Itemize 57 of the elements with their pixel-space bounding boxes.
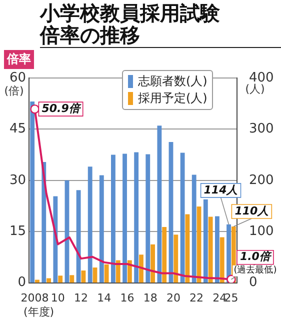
x-tick-label: 20 xyxy=(166,291,180,304)
bar xyxy=(134,152,139,283)
bar xyxy=(185,214,190,283)
bar xyxy=(122,154,127,283)
bar xyxy=(157,126,162,283)
legend-label: 採用予定(人) xyxy=(138,90,208,107)
bar xyxy=(70,275,74,283)
x-tick-label: 14 xyxy=(97,291,112,304)
chart-title: 小学校教員採用試験倍率の推移 xyxy=(40,1,221,47)
bar xyxy=(127,260,132,283)
y2-tick-label: 300 xyxy=(249,122,274,137)
x-tick-label: 2008 xyxy=(20,291,49,304)
bar xyxy=(116,260,120,283)
annotation: (過去最低) xyxy=(234,264,277,276)
y2-tick-label: 0 xyxy=(249,275,258,290)
bar xyxy=(111,154,116,283)
x-tick-label: 25 xyxy=(224,291,238,304)
bar xyxy=(162,226,167,283)
legend-label: 志願者数(人) xyxy=(138,73,208,90)
bar xyxy=(35,280,40,283)
x-tick-label: 16 xyxy=(120,291,134,304)
y-axis-title: 倍率 xyxy=(4,50,34,69)
bar xyxy=(76,190,81,283)
bar xyxy=(81,270,86,283)
bar xyxy=(30,102,35,283)
y-tick-label: 60 xyxy=(9,70,26,86)
y-tick-label: 0 xyxy=(18,275,26,290)
bar xyxy=(208,216,213,283)
bar xyxy=(174,234,178,283)
x-tick-label: 22 xyxy=(190,291,204,304)
x-tick-label: 12 xyxy=(74,291,88,304)
bar xyxy=(215,216,220,283)
bar xyxy=(88,166,92,283)
x-tick-label: 18 xyxy=(143,291,158,304)
bar xyxy=(192,174,196,283)
bar xyxy=(150,244,155,283)
bar xyxy=(58,276,63,283)
data-label: 114人 xyxy=(204,183,238,196)
text: (倍) xyxy=(4,84,24,98)
y2-tick-label: 200 xyxy=(249,172,274,188)
bar xyxy=(46,278,51,283)
bar xyxy=(99,175,104,283)
bar xyxy=(104,264,109,283)
y2-tick-label: 100 xyxy=(249,224,274,239)
x-axis-title: (年度) xyxy=(23,305,54,318)
bar xyxy=(220,237,224,283)
y-tick-label: 45 xyxy=(9,122,26,137)
x-tick-label: 10 xyxy=(50,291,65,304)
data-label: 50.9倍 xyxy=(42,102,82,115)
data-label: 110人 xyxy=(234,204,269,218)
data-label: 1.0倍 xyxy=(240,250,272,264)
bar xyxy=(180,152,185,283)
x-tick-label: 24 xyxy=(212,291,227,304)
bar xyxy=(146,154,150,283)
y-tick-label: 30 xyxy=(9,172,26,188)
bar xyxy=(139,254,144,283)
y-tick-label: 15 xyxy=(9,224,26,239)
